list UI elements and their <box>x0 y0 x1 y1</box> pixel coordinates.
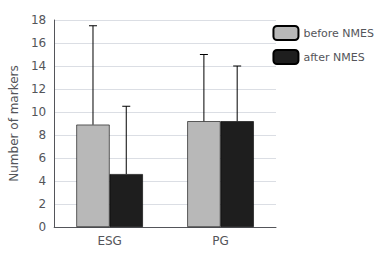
svg-text:PG: PG <box>212 234 229 248</box>
svg-text:16: 16 <box>31 36 46 50</box>
svg-text:4: 4 <box>39 174 47 188</box>
svg-text:2: 2 <box>39 197 47 211</box>
svg-text:before NMES: before NMES <box>303 27 374 40</box>
svg-text:ESG: ESG <box>97 234 122 248</box>
svg-text:12: 12 <box>31 82 46 96</box>
svg-text:after NMES: after NMES <box>303 51 364 64</box>
svg-text:10: 10 <box>31 105 46 119</box>
svg-text:6: 6 <box>39 151 47 165</box>
svg-text:8: 8 <box>39 128 47 142</box>
svg-text:18: 18 <box>31 13 46 27</box>
svg-text:0: 0 <box>39 220 47 234</box>
svg-text:Number of markers: Number of markers <box>7 65 21 181</box>
svg-text:14: 14 <box>31 59 46 73</box>
